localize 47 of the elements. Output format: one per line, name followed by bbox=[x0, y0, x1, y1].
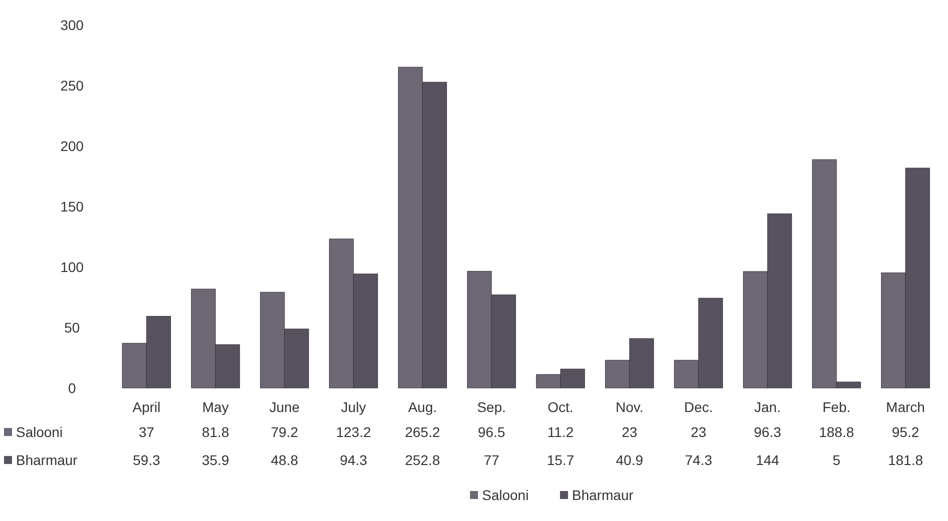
y-tick-label: 150 bbox=[60, 198, 84, 214]
x-tick-label: Nov. bbox=[616, 399, 644, 415]
data-label: 11.2 bbox=[547, 424, 574, 440]
data-label: 96.3 bbox=[754, 424, 782, 440]
y-tick-label: 50 bbox=[64, 319, 80, 336]
data-label: 23 bbox=[690, 424, 706, 440]
y-tick-label: 200 bbox=[60, 138, 84, 154]
data-label: 5 bbox=[832, 452, 841, 468]
x-tick-label: March bbox=[886, 399, 925, 415]
x-tick-label: Dec. bbox=[684, 399, 713, 415]
y-tick-label: 250 bbox=[60, 77, 84, 94]
data-label: 23 bbox=[622, 424, 638, 440]
x-tick-label: Sep. bbox=[477, 399, 506, 415]
legend-label: Bharmaur bbox=[16, 452, 78, 468]
x-tick-label: Aug. bbox=[408, 399, 437, 415]
x-tick-label: June bbox=[269, 399, 300, 415]
data-label: 37 bbox=[138, 424, 154, 440]
legend-label: Salooni bbox=[16, 424, 63, 440]
x-tick-label: May bbox=[202, 399, 229, 415]
data-label: 144 bbox=[756, 452, 780, 468]
data-label: 265.2 bbox=[404, 424, 440, 440]
data-label: 188.8 bbox=[818, 424, 854, 440]
data-label: 123.2 bbox=[336, 424, 372, 440]
x-tick-label: Jan. bbox=[754, 399, 781, 415]
data-label: 74.3 bbox=[684, 452, 712, 468]
y-tick-label: 100 bbox=[60, 258, 84, 275]
data-label: 48.8 bbox=[270, 452, 298, 468]
x-tick-label: April bbox=[132, 399, 161, 415]
data-label: 96.5 bbox=[478, 424, 506, 440]
data-label: 40.9 bbox=[616, 452, 644, 468]
data-label: 77 bbox=[484, 452, 500, 468]
y-tick-label: 300 bbox=[60, 16, 84, 33]
data-label: 95.2 bbox=[892, 424, 920, 440]
x-tick-label: July bbox=[341, 399, 366, 415]
data-label: 81.8 bbox=[202, 424, 230, 440]
y-tick-label: 0 bbox=[68, 380, 76, 396]
data-label: 35.9 bbox=[202, 452, 230, 468]
data-label: 15.7 bbox=[546, 452, 574, 468]
data-label: 181.8 bbox=[888, 452, 924, 468]
data-label: 252.8 bbox=[404, 452, 440, 468]
data-label: 59.3 bbox=[132, 452, 160, 468]
data-label: 79.2 bbox=[270, 424, 298, 440]
x-tick-label: Oct. bbox=[548, 399, 574, 415]
x-tick-label: Feb. bbox=[822, 399, 851, 415]
text: Bharmaur bbox=[572, 487, 634, 503]
text: Salooni bbox=[482, 487, 529, 503]
data-label: 94.3 bbox=[340, 452, 368, 468]
